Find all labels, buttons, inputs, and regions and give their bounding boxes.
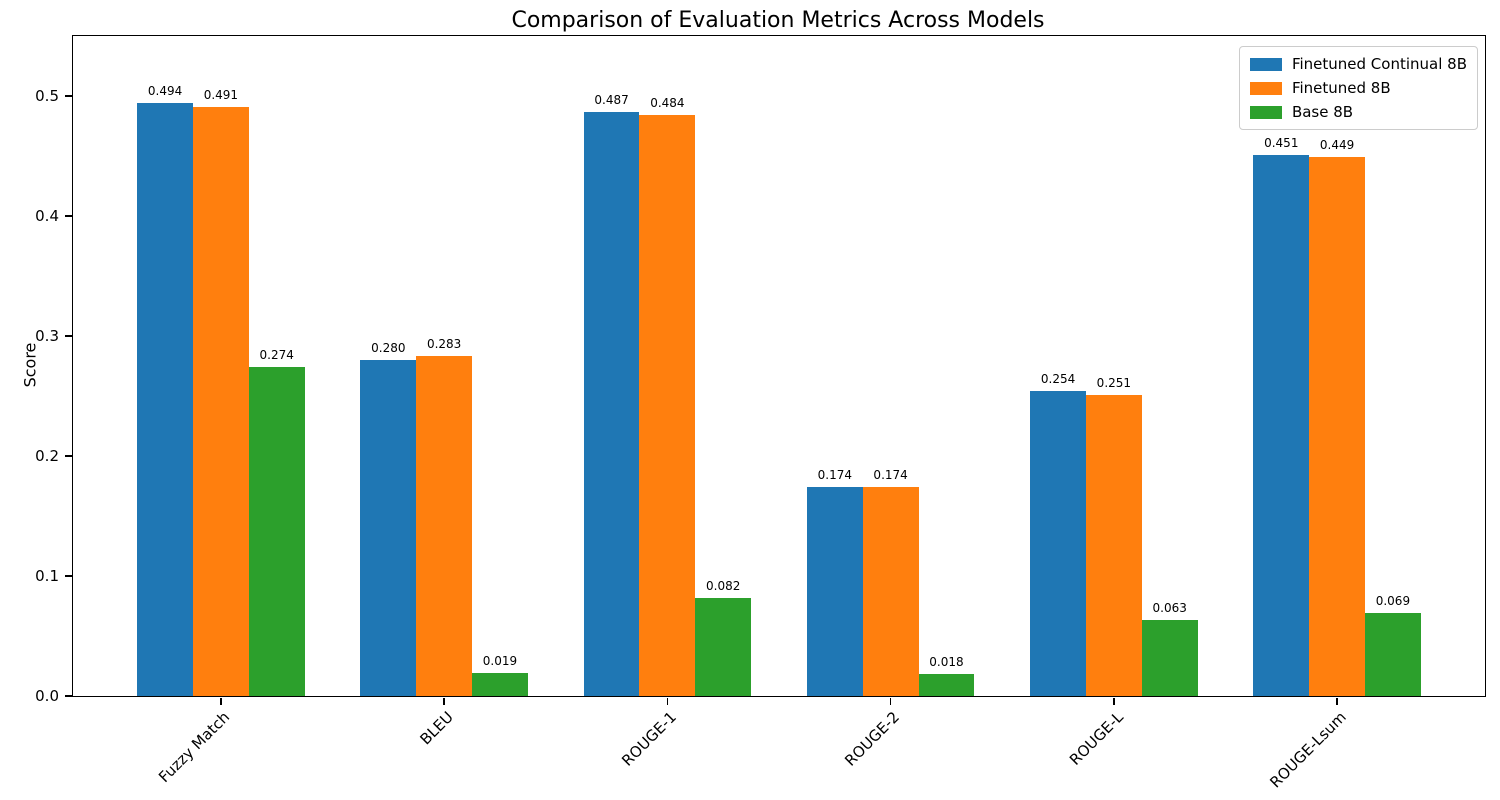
bar bbox=[248, 367, 305, 696]
legend-item: Finetuned 8B bbox=[1249, 79, 1467, 97]
bar bbox=[639, 115, 696, 696]
x-tick-mark bbox=[1336, 697, 1338, 705]
y-tick-label: 0.1 bbox=[35, 567, 59, 585]
x-tick-label: ROUGE-2 bbox=[841, 708, 904, 770]
plot-area: Finetuned Continual 8B Finetuned 8B Base 8… bbox=[35, 35, 1486, 791]
x-tick-mark bbox=[443, 697, 445, 705]
x-tick-mark bbox=[666, 697, 669, 705]
bar bbox=[360, 360, 417, 696]
x-tick-label: ROUGE-1 bbox=[618, 708, 681, 770]
legend-color-swatch bbox=[1249, 105, 1282, 119]
y-tick-mark bbox=[64, 455, 72, 457]
bar bbox=[416, 356, 473, 696]
bar-value-label: 0.174 bbox=[873, 468, 908, 483]
bar-value-label: 0.274 bbox=[259, 348, 294, 363]
x-tick-label: ROUGE-L bbox=[1065, 708, 1127, 769]
x-tick-mark bbox=[889, 697, 892, 705]
legend: Finetuned Continual 8B Finetuned 8B Base 8… bbox=[1238, 46, 1478, 130]
bar-value-label: 0.449 bbox=[1319, 138, 1355, 153]
bar-value-label: 0.019 bbox=[482, 654, 518, 669]
y-tick-mark bbox=[64, 575, 72, 577]
y-tick-label: 0.3 bbox=[35, 327, 59, 345]
bar-value-label: 0.063 bbox=[1152, 601, 1187, 616]
bar bbox=[695, 597, 752, 696]
y-tick-mark bbox=[64, 335, 72, 337]
y-tick-mark bbox=[64, 215, 72, 217]
x-tick-mark bbox=[220, 697, 222, 705]
legend-label: Finetuned 8B bbox=[1291, 79, 1391, 97]
x-tick-label: Fuzzy Match bbox=[155, 708, 234, 787]
legend-color-swatch bbox=[1249, 57, 1282, 71]
bar-value-label: 0.254 bbox=[1040, 372, 1076, 387]
bar-value-label: 0.491 bbox=[203, 87, 239, 102]
bar-value-label: 0.082 bbox=[706, 578, 741, 593]
bar bbox=[1309, 157, 1365, 696]
bar bbox=[192, 106, 249, 696]
y-tick-label: 0.5 bbox=[35, 87, 59, 105]
bar-value-label: 0.018 bbox=[929, 655, 964, 670]
bar-value-label: 0.487 bbox=[594, 92, 629, 107]
bar bbox=[1030, 391, 1086, 696]
bar-value-label: 0.484 bbox=[650, 96, 685, 111]
y-tick-label: 0.2 bbox=[35, 447, 59, 465]
bar bbox=[1253, 154, 1310, 696]
bar-value-label: 0.251 bbox=[1096, 375, 1132, 390]
bar-value-label: 0.069 bbox=[1375, 594, 1411, 609]
legend-label: Base 8B bbox=[1291, 103, 1354, 121]
bar-value-label: 0.280 bbox=[371, 341, 406, 355]
x-tick-label: BLEU bbox=[416, 708, 457, 749]
y-tick-label: 0.0 bbox=[35, 687, 59, 705]
legend-item: Base 8B bbox=[1249, 103, 1467, 121]
chart-title: Comparison of Evaluation Metrics Across … bbox=[511, 8, 1045, 33]
bar bbox=[1141, 620, 1198, 696]
y-tick-mark bbox=[64, 95, 72, 97]
x-tick-label: ROUGE-Lsum bbox=[1266, 708, 1350, 792]
y-tick-label: 0.4 bbox=[35, 207, 59, 225]
bar bbox=[1365, 613, 1421, 696]
legend-item: Finetuned Continual 8B bbox=[1249, 55, 1467, 73]
x-tick-mark bbox=[1113, 697, 1115, 705]
bar bbox=[137, 103, 193, 696]
bar bbox=[1085, 394, 1142, 696]
y-tick-mark bbox=[64, 695, 72, 697]
bar-value-label: 0.494 bbox=[147, 84, 183, 99]
bar bbox=[806, 487, 863, 696]
bar bbox=[583, 111, 640, 696]
bar bbox=[862, 487, 919, 696]
bar bbox=[472, 673, 528, 696]
bar-value-label: 0.283 bbox=[426, 337, 462, 352]
legend-color-swatch bbox=[1249, 81, 1282, 95]
bar-value-label: 0.451 bbox=[1264, 135, 1299, 150]
bar-value-label: 0.174 bbox=[817, 468, 852, 483]
bar bbox=[918, 674, 975, 696]
y-axis-label: Score bbox=[20, 342, 40, 388]
legend-label: Finetuned Continual 8B bbox=[1291, 55, 1467, 73]
